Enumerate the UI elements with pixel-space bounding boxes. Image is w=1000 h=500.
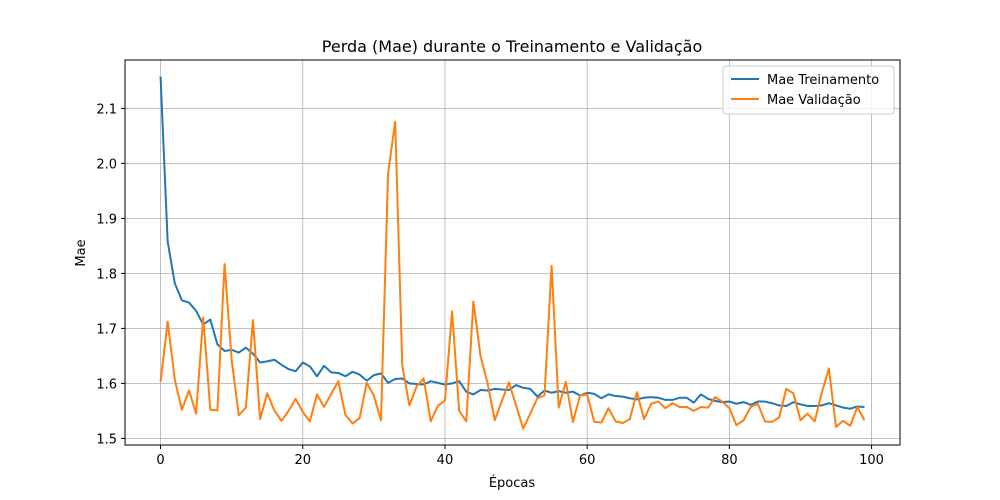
x-tick-label: 60 <box>579 453 596 468</box>
plot-frame <box>124 59 901 446</box>
x-tick-label: 100 <box>859 453 884 468</box>
y-tick-label: 1.5 <box>96 432 117 447</box>
chart-title: Perda (Mae) durante o Treinamento e Vali… <box>322 37 702 56</box>
legend-label-mae-validacao: Mae Validação <box>767 93 861 108</box>
y-tick-label: 2.1 <box>96 102 117 117</box>
legend-box <box>722 65 895 115</box>
y-tick-label: 1.6 <box>96 377 117 392</box>
x-tick-label: 20 <box>294 453 311 468</box>
series-line-mae-treinamento <box>159 76 865 410</box>
x-tick-label: 80 <box>721 453 738 468</box>
x-tick-label: 0 <box>156 453 164 468</box>
series-line-mae-validacao <box>159 120 866 430</box>
x-axis-label: Épocas <box>489 475 536 491</box>
y-tick-label: 1.9 <box>96 212 117 227</box>
tick-layer: 0 20 40 60 80 100 1.5 1.6 1.7 1.8 1.9 2.0 2.1 <box>96 102 884 468</box>
series-layer <box>159 76 866 430</box>
y-tick-label: 1.8 <box>96 267 117 282</box>
y-axis-label: Mae <box>74 239 89 266</box>
y-tick-label: 2.0 <box>96 157 117 172</box>
legend: Mae Treinamento Mae Validação <box>722 65 895 115</box>
y-tick-label: 1.7 <box>96 322 117 337</box>
x-tick-label: 40 <box>437 453 454 468</box>
legend-label-mae-treinamento: Mae Treinamento <box>767 73 879 88</box>
